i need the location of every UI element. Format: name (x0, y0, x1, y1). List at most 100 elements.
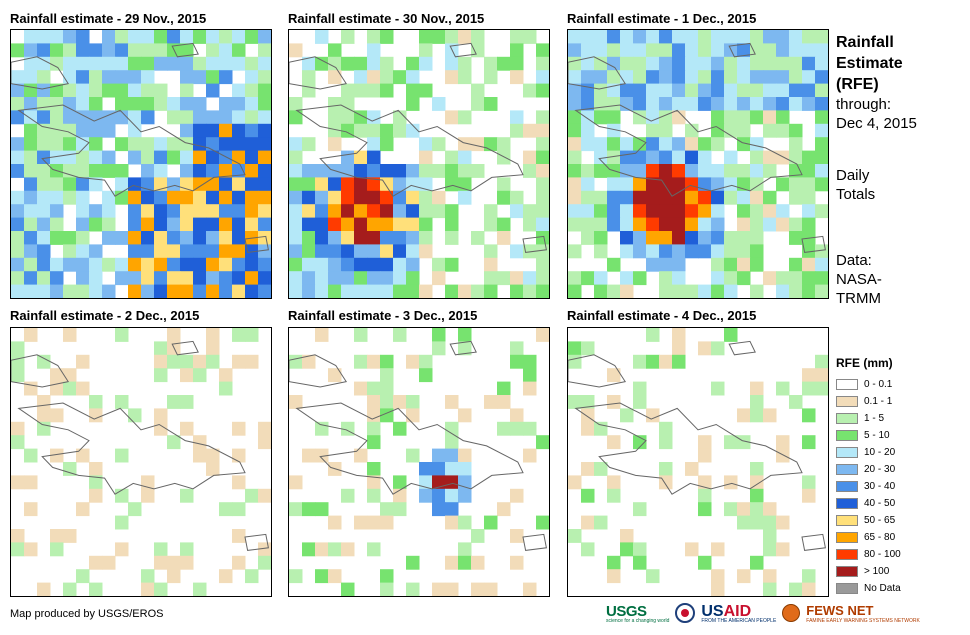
rainfall-cell (594, 30, 608, 44)
rainfall-cell (24, 381, 38, 396)
rainfall-cell (63, 231, 77, 245)
rainfall-cell (815, 70, 828, 85)
rainfall-cell (633, 271, 647, 286)
rainfall-cell (24, 123, 38, 138)
rainfall-cell (458, 408, 472, 423)
rainfall-cell (672, 56, 686, 71)
rainfall-cell (154, 164, 168, 178)
rainfall-cell (789, 70, 803, 85)
rainfall-cell (63, 257, 77, 272)
rainfall-cell (659, 462, 673, 476)
rainfall-cell (568, 137, 582, 152)
rainfall-cell (24, 328, 38, 342)
rainfall-cell (594, 164, 608, 178)
rainfall-cell (711, 83, 725, 98)
rainfall-cell (711, 204, 725, 219)
rainfall-cell (594, 70, 608, 85)
rainfall-cell (646, 137, 660, 152)
rainfall-cell (245, 488, 259, 503)
rainfall-cell (245, 70, 259, 85)
rainfall-cell (341, 244, 355, 259)
rainfall-cell (659, 30, 673, 44)
rainfall-cell (568, 271, 582, 286)
usaid-tagline: FROM THE AMERICAN PEOPLE (701, 617, 777, 624)
rainfall-cell (219, 123, 233, 138)
rainfall-cell (763, 204, 777, 219)
rainfall-cell (646, 569, 660, 584)
coastline (11, 354, 70, 388)
legend-item: 30 - 40 (836, 478, 901, 495)
rainfall-cell (672, 257, 686, 272)
legend-swatch (836, 583, 858, 594)
rainfall-cell (245, 177, 259, 192)
rainfall-cell (458, 341, 472, 356)
rainfall-cell (497, 150, 511, 165)
rainfall-cell (633, 164, 647, 178)
rainfall-cell (659, 244, 673, 259)
rainfall-cell (219, 569, 233, 584)
rainfall-cell (659, 70, 673, 85)
rainfall-cell (315, 56, 329, 71)
rainfall-cell (302, 542, 316, 557)
rainfall-cell (354, 381, 368, 396)
rainfall-cell (89, 43, 103, 58)
rainfall-cell (672, 97, 686, 111)
rainfall-cell (315, 271, 329, 286)
rainfall-cell (510, 408, 524, 423)
rainfall-cell (419, 244, 433, 259)
rainfall-cell (63, 244, 77, 259)
rainfall-cell (115, 190, 129, 205)
rainfall-cell (367, 257, 381, 272)
rainfall-cell (497, 421, 511, 436)
rainfall-cell (367, 231, 381, 245)
rainfall-cell (11, 475, 25, 490)
rainfall-cell (180, 43, 194, 58)
rainfall-cell (193, 177, 207, 192)
rainfall-cell (380, 381, 394, 396)
rainfall-cell (815, 354, 828, 369)
rainfall-cell (141, 582, 155, 596)
rainfall-cell (445, 421, 459, 436)
rainfall-cell (685, 150, 699, 165)
rainfall-cell (219, 284, 233, 298)
rainfall-cell (89, 217, 103, 232)
rainfall-cell (115, 542, 129, 557)
coastline (574, 104, 803, 197)
rainfall-cell (354, 217, 368, 232)
rainfall-cell (685, 177, 699, 192)
rainfall-cell (11, 150, 25, 165)
rainfall-cell (750, 475, 764, 490)
rainfall-cell (458, 190, 472, 205)
rainfall-cell (789, 83, 803, 98)
rainfall-cell (219, 502, 233, 517)
rainfall-cell (141, 56, 155, 71)
rainfall-cell (37, 421, 51, 436)
rainfall-cell (802, 381, 816, 396)
rainfall-cell (50, 257, 64, 272)
rainfall-cell (659, 475, 673, 490)
rainfall-cell (245, 217, 259, 232)
rainfall-cell (510, 30, 524, 44)
rainfall-cell (698, 97, 712, 111)
rainfall-cell (154, 137, 168, 152)
rainfall-cell (581, 97, 595, 111)
rainfall-cell (620, 542, 634, 557)
data-line-3: TRMM (836, 290, 881, 307)
rainfall-cell (289, 137, 303, 152)
rainfall-cell (523, 284, 537, 298)
rainfall-cell (763, 30, 777, 44)
rainfall-cell (367, 110, 381, 125)
rainfall-cell (24, 190, 38, 205)
rainfall-cell (11, 271, 25, 286)
rainfall-cell (750, 257, 764, 272)
rainfall-cell (380, 515, 394, 530)
rainfall-cell (620, 164, 634, 178)
rainfall-cell (89, 395, 103, 409)
rainfall-cell (750, 137, 764, 152)
coastline (574, 402, 803, 495)
legend-label: 0 - 0.1 (864, 379, 893, 390)
rainfall-cell (341, 488, 355, 503)
rainfall-cell (315, 257, 329, 272)
rainfall-cell (128, 217, 142, 232)
rainfall-cell (776, 271, 790, 286)
